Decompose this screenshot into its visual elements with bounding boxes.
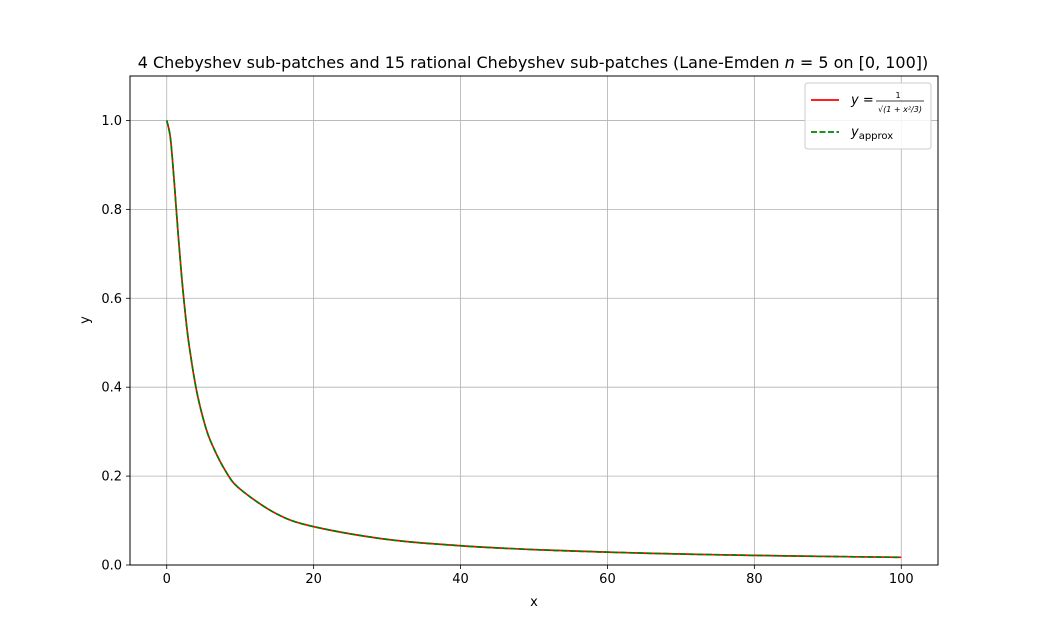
legend: y = 1 √(1 + x²/3) yapprox — [804, 82, 932, 150]
chart-title-prefix: 4 Chebyshev sub-patches and 15 rational … — [138, 53, 785, 72]
y-tick-label: 0.6 — [101, 292, 122, 307]
legend-approx-base: y — [850, 125, 859, 140]
legend-exact-numerator: 1 — [895, 91, 900, 100]
legend-approx-sub: approx — [859, 131, 894, 142]
y-tick-label: 0.0 — [101, 559, 122, 574]
series-line-approx — [165, 120, 902, 559]
x-tick-label: 0 — [163, 572, 171, 587]
series-layer — [165, 120, 902, 559]
x-tick-label: 80 — [746, 572, 763, 587]
x-tick-label: 40 — [452, 572, 469, 587]
chart-title-suffix: = 5 on [0, 100]) — [795, 53, 928, 72]
y-tick-label: 1.0 — [101, 114, 122, 129]
plot-frame — [129, 75, 939, 566]
chart-title: 4 Chebyshev sub-patches and 15 rational … — [138, 53, 929, 72]
legend-exact-lhs: y = — [850, 93, 874, 108]
legend-exact-denominator: √(1 + x²/3) — [878, 105, 922, 114]
chart-title-n: n — [785, 53, 795, 72]
legend-label-exact: y = — [850, 93, 874, 108]
x-tick-label: 100 — [889, 572, 914, 587]
y-tick-label: 0.2 — [101, 470, 122, 485]
x-tick-label: 60 — [599, 572, 616, 587]
x-tick-label: 20 — [305, 572, 322, 587]
axis-ticks: 0 20 40 60 80 100 0.0 0.2 0.4 0.6 0.8 1.0 — [101, 114, 913, 587]
y-tick-label: 0.8 — [101, 203, 122, 218]
x-axis-label: x — [530, 595, 538, 610]
y-axis-label: y — [78, 316, 93, 324]
y-tick-label: 0.4 — [101, 381, 122, 396]
legend-label-approx: yapprox — [850, 125, 893, 142]
